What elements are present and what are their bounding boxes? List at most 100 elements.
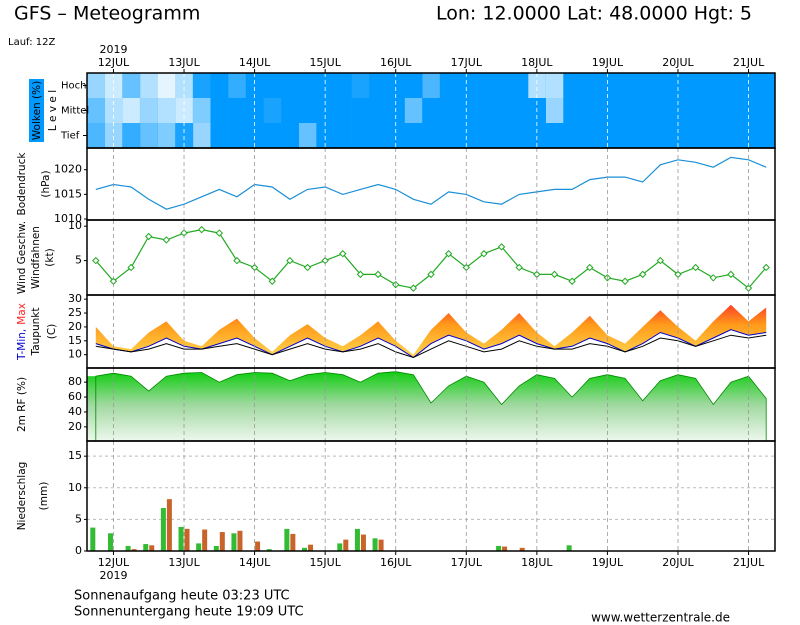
cloud-cell [369, 123, 388, 148]
cloud-cell [722, 98, 741, 123]
cloud-cell [175, 123, 194, 148]
precip-bar [519, 547, 525, 551]
wind-marker [409, 284, 418, 292]
cloud-cell [580, 98, 599, 123]
cloud-cell [475, 73, 494, 98]
cloud-cell [192, 98, 211, 123]
cloud-cell [704, 123, 723, 148]
x-tick-label: 20JUL [662, 556, 694, 569]
x-tick-label: 14JUL [239, 556, 271, 569]
cloud-cell [651, 123, 670, 148]
y-axis-label: Niederschlag [16, 462, 28, 531]
wind-marker [568, 277, 576, 285]
cloud-cell [245, 73, 264, 98]
x-tick-label: 17JUL [451, 556, 483, 569]
cloud-cell [122, 98, 141, 123]
cloud-cell [545, 98, 564, 123]
y-tick-label: 20 [68, 420, 82, 433]
sunrise: Sonnenaufgang heute 03:23 UTC [74, 589, 290, 604]
precip-bar [178, 526, 184, 551]
cloud-cell [686, 98, 705, 123]
legend-entry: Max [16, 303, 28, 325]
wind-marker [92, 256, 100, 265]
cloud-cell [228, 98, 247, 123]
x-tick-label: 12JUL [98, 56, 130, 69]
x-tick-label: 21JUL [733, 556, 765, 569]
location: Lon: 12.0000 Lat: 48.0000 Hgt: 5 [436, 3, 752, 25]
cloud-cell [598, 73, 617, 98]
y-tick-label: 15 [68, 449, 82, 462]
precip-bar [131, 549, 137, 551]
rh-fill-left [87, 376, 96, 441]
cloud-cell [722, 123, 741, 148]
cloud-cell [386, 73, 405, 98]
y-tick-label: 40 [68, 405, 82, 418]
wind-marker [215, 229, 224, 237]
legend-entry: Taupunkt [30, 308, 42, 357]
x-tick-label: 14JUL [239, 56, 271, 69]
y-tick-label: 60 [68, 390, 82, 403]
precip-bar [290, 533, 296, 551]
cloud-cell [422, 123, 441, 148]
precip-bar [196, 543, 202, 551]
cloud-cell [722, 73, 741, 98]
row-label: Hoch [61, 81, 86, 92]
y-tick-label: 1020 [54, 163, 82, 176]
x-tick-label: 13JUL [168, 556, 200, 569]
cloud-cell [228, 73, 247, 98]
wind-marker [762, 263, 770, 272]
cloud-cell [545, 123, 564, 148]
cloud-cell [157, 73, 176, 98]
cloud-cell [139, 73, 158, 98]
cloud-cell [298, 73, 317, 98]
cloud-cell [316, 123, 335, 148]
cloud-cell [192, 123, 211, 148]
cloud-cell [333, 98, 352, 123]
precip-bar [502, 546, 508, 551]
label-box [29, 79, 44, 142]
y-tick-label: 80 [68, 375, 82, 388]
cloud-cell [122, 73, 141, 98]
x-tick-label: 17JUL [451, 56, 483, 69]
y-axis-label: 2m RF (%) [16, 377, 28, 432]
precip-bar [354, 528, 360, 551]
run: Lauf: 12Z [8, 37, 55, 48]
cloud-cell [157, 123, 176, 148]
pressure-line [95, 156, 767, 210]
cloud-cell [333, 73, 352, 98]
cloud-cell [633, 123, 652, 148]
precip-bar [166, 499, 172, 551]
y-tick-label: 0 [75, 544, 82, 557]
wind-marker [286, 256, 294, 265]
x-tick-label: 13JUL [168, 56, 200, 69]
y-tick-label: 10 [68, 481, 82, 494]
cloud-cell [298, 98, 317, 123]
precip-bar [143, 544, 149, 551]
cloud-cell [669, 123, 688, 148]
wind-marker [444, 250, 453, 258]
precip-bar [231, 533, 237, 551]
cloud-cell [616, 73, 635, 98]
wind-marker [268, 277, 276, 285]
wind-marker [709, 274, 717, 282]
wind-marker [356, 270, 365, 279]
cloud-cell [122, 123, 141, 148]
precip-bar [337, 543, 343, 551]
precip-bar [360, 534, 366, 551]
cloud-cell [616, 123, 635, 148]
precip-bar [237, 530, 243, 551]
cloud-cell [104, 123, 123, 148]
x-tick-label: 16JUL [380, 556, 412, 569]
cloud-cell [563, 123, 582, 148]
cloud-cell [87, 73, 105, 98]
precip-bar [255, 541, 261, 551]
panel-frame [86, 147, 776, 221]
x-tick-label: 15JUL [309, 56, 341, 69]
temp-line [95, 329, 767, 359]
x-tick-label: 19JUL [592, 556, 624, 569]
y-tick-label: 15 [68, 334, 82, 347]
cloud-cell [439, 98, 458, 123]
cloud-cell [457, 123, 476, 148]
title: GFS – Meteogramm [14, 3, 200, 25]
y-tick-label: 10 [68, 348, 82, 361]
